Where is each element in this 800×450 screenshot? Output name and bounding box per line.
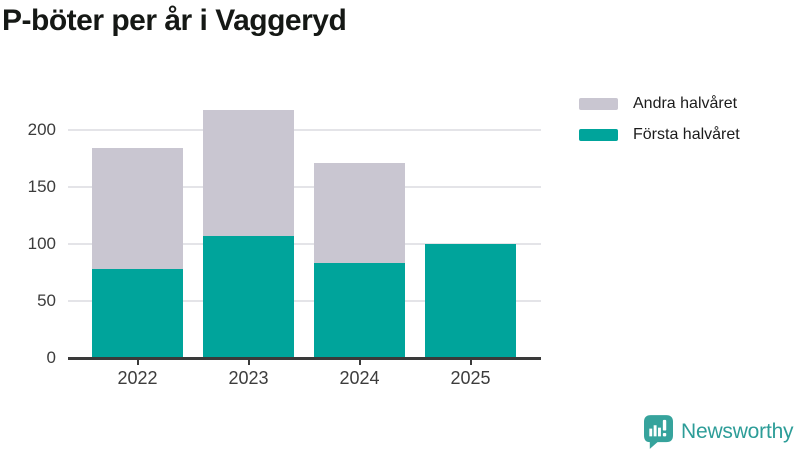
bar-segment-andra-2024[interactable] xyxy=(314,162,405,264)
bar-segment-andra-2022[interactable] xyxy=(92,147,183,269)
newsworthy-chart-bubble-icon xyxy=(644,415,673,449)
gridline-y-200 xyxy=(68,128,541,131)
y-axis-tick-label-150: 150 xyxy=(27,176,56,196)
logo-wordmark: Newsworthy xyxy=(681,420,794,443)
legend-swatch-andra xyxy=(579,98,618,110)
legend-swatch-forsta xyxy=(579,129,618,141)
x-axis-tick-label-2023: 2023 xyxy=(228,368,269,388)
x-axis-tick-2023 xyxy=(247,359,250,365)
bar-segment-forsta-2024[interactable] xyxy=(314,263,405,358)
y-axis-tick-label-50: 50 xyxy=(37,290,56,310)
chart-title: P-böter per år i Vaggeryd xyxy=(2,4,347,37)
gridline-y-50 xyxy=(68,299,541,302)
legend: Andra halvåret Första halvåret xyxy=(579,95,740,157)
newsworthy-logo[interactable]: Newsworthy xyxy=(644,415,794,449)
bar-segment-forsta-2023[interactable] xyxy=(203,235,294,358)
x-axis-tick-label-2025: 2025 xyxy=(450,368,491,388)
bar-segment-forsta-2025[interactable] xyxy=(425,243,516,358)
y-axis-tick-label-0: 0 xyxy=(46,348,56,367)
gridline-y-100 xyxy=(68,242,541,245)
x-axis-tick-2025 xyxy=(469,359,472,365)
x-axis-tick-label-2024: 2024 xyxy=(339,368,380,388)
bar-segment-forsta-2022[interactable] xyxy=(92,268,183,358)
x-axis-tick-label-2022: 2022 xyxy=(117,368,158,388)
x-axis-tick-2022 xyxy=(136,359,139,365)
x-axis-tick-2024 xyxy=(358,359,361,365)
gridline-y-150 xyxy=(68,185,541,188)
bar-segment-andra-2023[interactable] xyxy=(203,110,294,236)
x-axis-line xyxy=(68,357,541,360)
legend-label: Andra halvåret xyxy=(633,95,738,112)
y-axis-tick-label-100: 100 xyxy=(27,233,56,253)
legend-label: Första halvåret xyxy=(633,126,740,143)
plot-area: 0 50 100 150 200 2022 2023 2024 2025 xyxy=(28,95,541,388)
legend-item-andra-halvaret[interactable]: Andra halvåret xyxy=(579,95,740,113)
legend-item-forsta-halvaret[interactable]: Första halvåret xyxy=(579,126,740,144)
y-axis-tick-label-200: 200 xyxy=(27,119,56,139)
